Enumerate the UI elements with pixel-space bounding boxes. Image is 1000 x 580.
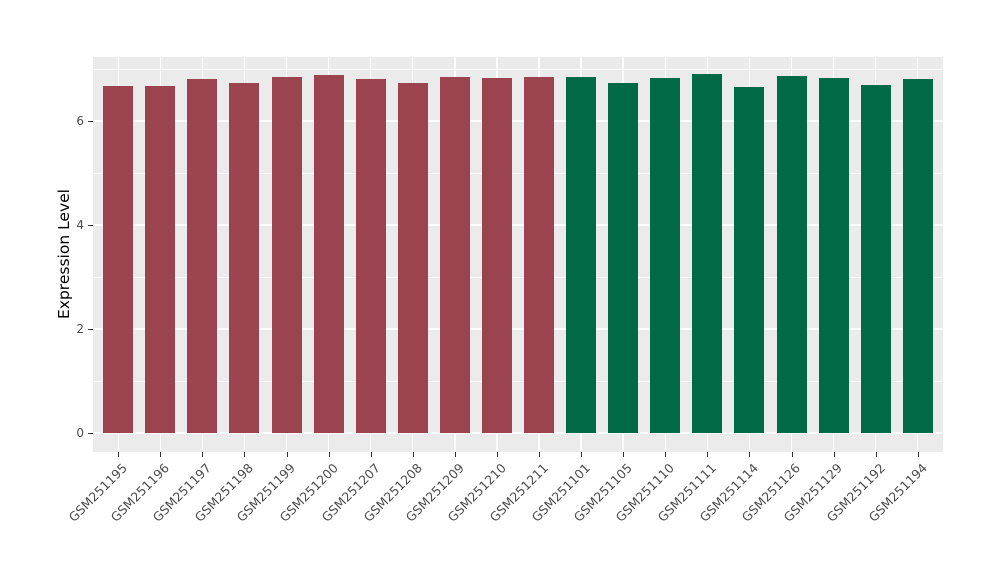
bar — [524, 76, 555, 433]
x-tick-mark — [875, 452, 877, 457]
bar — [902, 79, 933, 433]
bar — [650, 78, 681, 433]
x-tick-mark — [833, 452, 835, 457]
x-tick-mark — [665, 452, 667, 457]
bar — [187, 78, 218, 433]
x-tick-mark — [623, 452, 625, 457]
x-tick-mark — [244, 452, 246, 457]
x-tick-mark — [412, 452, 414, 457]
bar — [397, 83, 428, 433]
x-tick-mark — [749, 452, 751, 457]
y-tick-label: 0 — [76, 426, 84, 440]
x-tick-mark — [118, 452, 120, 457]
gridline-minor-y — [93, 381, 943, 382]
gridline-minor-y — [93, 173, 943, 174]
x-tick-mark — [160, 452, 162, 457]
bar — [692, 74, 723, 433]
plot-panel — [93, 57, 943, 452]
y-tick-mark — [88, 433, 93, 434]
x-tick-mark — [791, 452, 793, 457]
x-tick-mark — [370, 452, 372, 457]
y-tick-mark — [88, 121, 93, 122]
x-tick-mark — [454, 452, 456, 457]
x-tick-mark — [539, 452, 541, 457]
gridline-minor-y — [93, 277, 943, 278]
y-tick-mark — [88, 329, 93, 330]
x-tick-mark — [202, 452, 204, 457]
x-tick-mark — [496, 452, 498, 457]
bar — [355, 79, 386, 433]
y-tick-label: 4 — [76, 218, 84, 232]
x-tick-mark — [286, 452, 288, 457]
x-tick-mark — [581, 452, 583, 457]
gridline-minor-y — [93, 69, 943, 70]
bar — [271, 76, 302, 433]
bar — [734, 86, 765, 433]
bar — [481, 77, 512, 433]
bar — [145, 86, 176, 433]
y-tick-label: 6 — [76, 114, 84, 128]
bar — [566, 76, 597, 433]
y-tick-mark — [88, 225, 93, 226]
bar — [608, 82, 639, 433]
bar — [818, 78, 849, 433]
gridline-major-y — [93, 432, 943, 434]
x-tick-mark — [707, 452, 709, 457]
bar — [860, 85, 891, 433]
bar — [103, 86, 134, 433]
bar — [313, 74, 344, 433]
x-tick-mark — [328, 452, 330, 457]
bar — [776, 76, 807, 433]
gridline-major-y — [93, 224, 943, 226]
bar — [229, 83, 260, 433]
gridline-major-y — [93, 328, 943, 330]
x-tick-mark — [917, 452, 919, 457]
y-tick-label: 2 — [76, 322, 84, 336]
bar — [439, 76, 470, 433]
gridline-major-y — [93, 120, 943, 122]
